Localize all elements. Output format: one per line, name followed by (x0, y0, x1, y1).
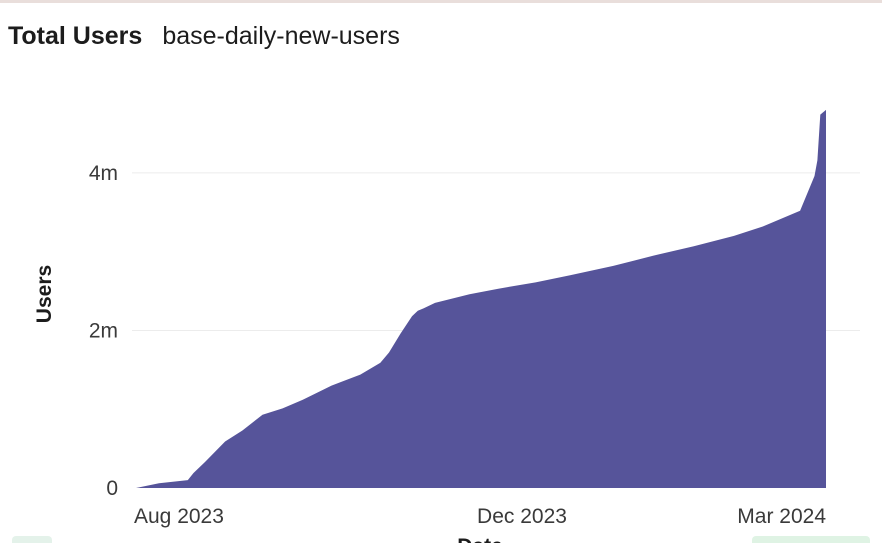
chart-subtitle: base-daily-new-users (162, 22, 400, 50)
top-divider (0, 0, 882, 3)
x-tick-label: Mar 2024 (737, 505, 826, 528)
x-axis-title: Date (457, 535, 503, 543)
y-tick-label: 4m (89, 162, 118, 185)
x-tick-label: Aug 2023 (134, 505, 224, 528)
x-axis-ticks: Aug 2023 Dec 2023 Mar 2024 (134, 505, 826, 528)
x-tick-label: Dec 2023 (477, 505, 567, 528)
y-tick-label: 2m (89, 319, 118, 342)
series-area (136, 109, 826, 489)
footer-badge (752, 536, 870, 543)
y-tick-label: 0 (106, 477, 118, 500)
chart-title: Total Users (8, 22, 143, 50)
y-axis-ticks: 0 2m 4m (89, 162, 118, 500)
footer-indicator (12, 536, 52, 543)
chart-header: Total Users base-daily-new-users (8, 22, 400, 51)
y-axis-title: Users (33, 265, 56, 323)
